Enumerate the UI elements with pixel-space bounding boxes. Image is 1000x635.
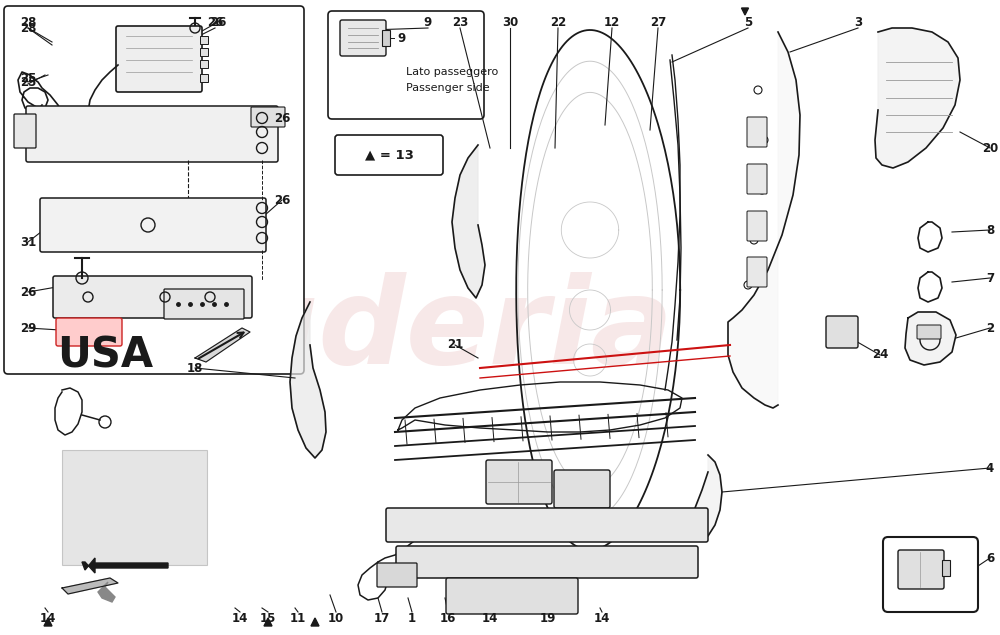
FancyBboxPatch shape — [386, 508, 708, 542]
Text: Passenger side: Passenger side — [406, 83, 490, 93]
Text: 11: 11 — [290, 612, 306, 624]
FancyBboxPatch shape — [340, 20, 386, 56]
FancyBboxPatch shape — [747, 211, 767, 241]
Text: 14: 14 — [232, 612, 248, 624]
FancyBboxPatch shape — [116, 26, 202, 92]
Polygon shape — [195, 328, 250, 362]
Bar — [200, 74, 208, 82]
FancyBboxPatch shape — [883, 537, 978, 612]
FancyBboxPatch shape — [747, 164, 767, 194]
Text: ▲ = 13: ▲ = 13 — [365, 149, 413, 161]
Text: 26: 26 — [210, 15, 226, 29]
Polygon shape — [742, 8, 748, 15]
Text: 26: 26 — [207, 15, 223, 29]
Text: 15: 15 — [260, 612, 276, 624]
Text: 25: 25 — [20, 76, 36, 88]
Bar — [942, 560, 950, 576]
FancyBboxPatch shape — [554, 470, 610, 508]
Text: 8: 8 — [986, 224, 994, 236]
FancyBboxPatch shape — [446, 578, 578, 614]
Text: 31: 31 — [20, 236, 36, 248]
Text: 25: 25 — [20, 72, 36, 84]
FancyBboxPatch shape — [164, 289, 244, 319]
Text: 26: 26 — [274, 112, 290, 124]
Text: 9: 9 — [398, 32, 406, 44]
Text: 28: 28 — [20, 15, 36, 29]
Text: 30: 30 — [502, 15, 518, 29]
Bar — [200, 36, 208, 44]
Text: 27: 27 — [650, 15, 666, 29]
Text: 1: 1 — [408, 612, 416, 624]
Polygon shape — [290, 302, 326, 458]
Text: 14: 14 — [40, 612, 56, 624]
Text: 28: 28 — [20, 22, 36, 34]
Polygon shape — [875, 28, 960, 168]
Polygon shape — [62, 578, 118, 594]
Text: 17: 17 — [374, 612, 390, 624]
FancyBboxPatch shape — [4, 6, 304, 374]
Polygon shape — [44, 618, 52, 626]
Text: 2: 2 — [986, 321, 994, 335]
Text: 6: 6 — [986, 552, 994, 565]
Bar — [62, 450, 207, 565]
Text: USA: USA — [57, 334, 153, 376]
FancyBboxPatch shape — [56, 318, 122, 346]
Text: 24: 24 — [872, 349, 888, 361]
FancyBboxPatch shape — [917, 325, 941, 339]
Polygon shape — [905, 312, 956, 365]
Text: 7: 7 — [986, 272, 994, 284]
Text: Lato passeggero: Lato passeggero — [406, 67, 498, 77]
Text: 18: 18 — [187, 361, 203, 375]
Text: 22: 22 — [550, 15, 566, 29]
FancyBboxPatch shape — [40, 198, 266, 252]
Text: 10: 10 — [328, 612, 344, 624]
Polygon shape — [692, 455, 722, 540]
FancyBboxPatch shape — [747, 117, 767, 147]
FancyBboxPatch shape — [14, 114, 36, 148]
Text: 23: 23 — [452, 15, 468, 29]
Text: 20: 20 — [982, 142, 998, 154]
Text: 3: 3 — [854, 15, 862, 29]
FancyBboxPatch shape — [898, 550, 944, 589]
Polygon shape — [98, 582, 115, 602]
FancyBboxPatch shape — [396, 546, 698, 578]
Text: 5: 5 — [744, 15, 752, 29]
FancyBboxPatch shape — [251, 107, 285, 127]
FancyBboxPatch shape — [328, 11, 484, 119]
FancyBboxPatch shape — [486, 460, 552, 504]
Text: 16: 16 — [440, 612, 456, 624]
FancyBboxPatch shape — [826, 316, 858, 348]
Polygon shape — [311, 618, 319, 626]
Text: 19: 19 — [540, 612, 556, 624]
FancyBboxPatch shape — [26, 106, 278, 162]
Bar — [200, 60, 208, 68]
Text: 21: 21 — [447, 338, 463, 352]
Bar — [382, 30, 390, 46]
Text: 26: 26 — [274, 194, 290, 206]
Text: scuderia: scuderia — [86, 272, 674, 389]
Text: 14: 14 — [482, 612, 498, 624]
FancyBboxPatch shape — [53, 276, 252, 318]
Text: 29: 29 — [20, 321, 36, 335]
Polygon shape — [728, 32, 800, 408]
FancyBboxPatch shape — [747, 257, 767, 287]
Text: 26: 26 — [20, 286, 36, 298]
Text: 9: 9 — [424, 15, 432, 29]
Text: 14: 14 — [594, 612, 610, 624]
Text: 4: 4 — [986, 462, 994, 474]
Polygon shape — [82, 558, 168, 573]
FancyBboxPatch shape — [335, 135, 443, 175]
Bar — [200, 48, 208, 56]
Polygon shape — [264, 618, 272, 626]
FancyBboxPatch shape — [377, 563, 417, 587]
Text: 12: 12 — [604, 15, 620, 29]
Polygon shape — [452, 145, 485, 298]
